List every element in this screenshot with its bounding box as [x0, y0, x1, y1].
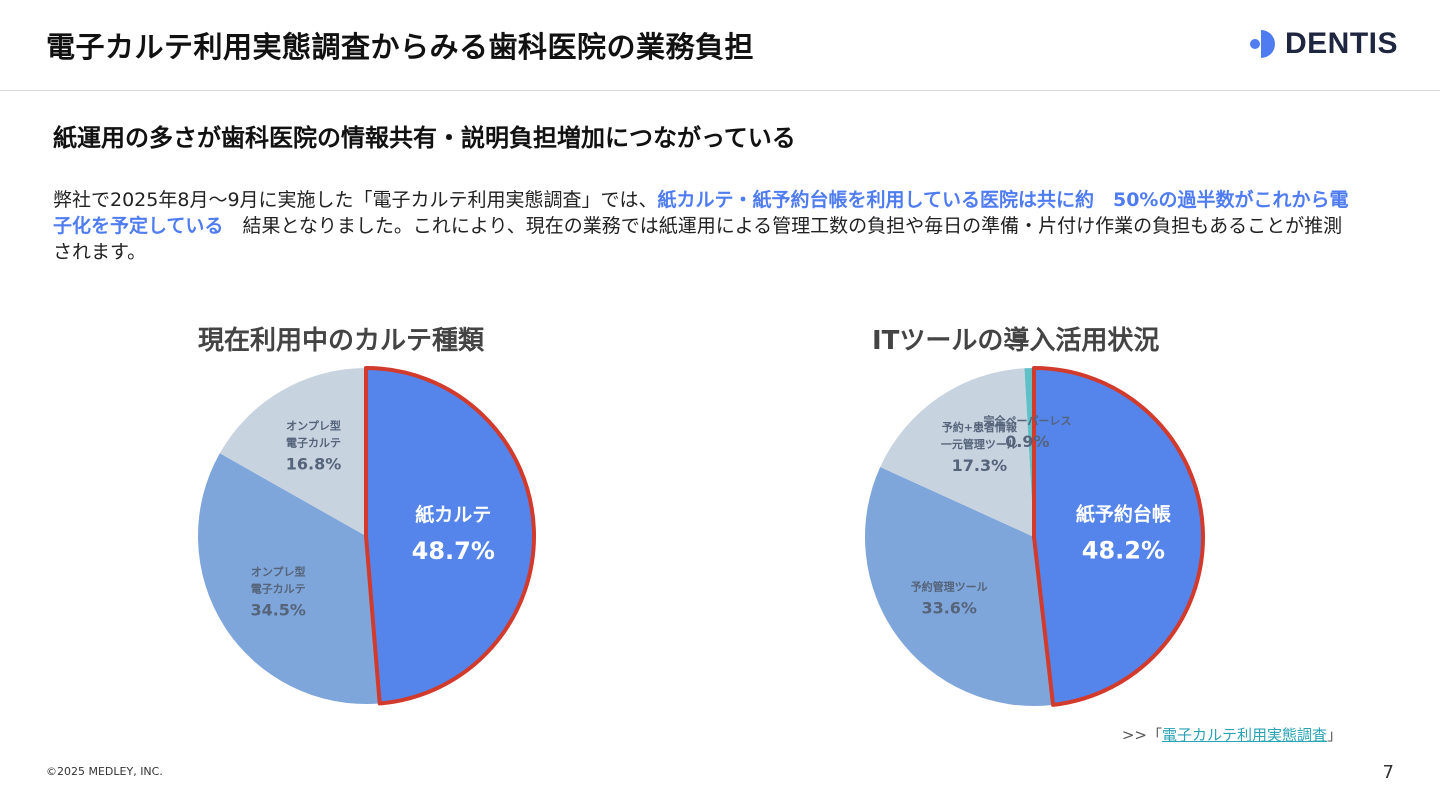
pie-slice	[864, 466, 1054, 706]
pie-slice	[1034, 368, 1203, 705]
slice-value-label: 34.5%	[250, 600, 306, 619]
pie-slice	[880, 368, 1034, 537]
slice-label: オンプレ型	[286, 419, 341, 433]
pie-slice	[1024, 368, 1034, 537]
pie-slice	[197, 453, 380, 705]
slice-label: 予約+患者情報	[942, 420, 1018, 434]
body-text-part2: 結果となりました。これにより、現在の業務では紙運用による管理工数の負担や毎日の準…	[53, 215, 1343, 263]
slice-label: オンプレ型	[251, 565, 306, 579]
slice-value-label: 48.2%	[1082, 537, 1165, 565]
survey-link[interactable]: 電子カルテ利用実態調査	[1161, 726, 1327, 744]
slice-label: 予約管理ツール	[911, 580, 988, 594]
slice-value-label: 0.9%	[1005, 432, 1049, 451]
dentis-logo-icon	[1249, 30, 1275, 58]
source-suffix: 」	[1326, 726, 1342, 744]
slice-value-label: 48.7%	[412, 537, 495, 565]
slice-value-label: 33.6%	[921, 598, 977, 617]
pie-slice	[219, 368, 366, 536]
slice-value-label: 17.3%	[952, 456, 1008, 475]
source-citation: >>「電子カルテ利用実態調査」	[1122, 724, 1342, 745]
body-highlight: 紙カルテ・紙予約台帳を利用している医院は共に約 50%の過半数がこれから電子化を…	[53, 189, 1349, 237]
body-paragraph: 弊社で2025年8月～9月に実施した「電子カルテ利用実態調査」では、紙カルテ・紙…	[53, 187, 1353, 265]
source-prefix: >>「	[1121, 726, 1162, 744]
chart-title-karte: 現在利用中のカルテ種類	[198, 326, 485, 356]
body-text-part1: 弊社で2025年8月～9月に実施した「電子カルテ利用実態調査」では、	[53, 189, 658, 211]
page-number: 7	[1382, 762, 1394, 783]
slice-label: 完全ペーパーレス	[983, 414, 1071, 428]
chart-title-it-tools: ITツールの導入活用状況	[872, 326, 1160, 356]
highlighted-slice-border	[1032, 366, 1205, 707]
copyright: ©2025 MEDLEY, INC.	[46, 765, 163, 778]
pie-slice	[366, 368, 535, 704]
slice-label: 電子カルテ	[251, 583, 306, 596]
highlighted-slice-border	[364, 366, 536, 706]
slice-label: 紙予約台帳	[1076, 503, 1171, 526]
slice-label: 紙カルテ	[415, 503, 491, 526]
slice-label: 電子カルテ	[286, 437, 341, 450]
slice-value-label: 16.8%	[286, 454, 342, 473]
logo-text: DENTIS	[1284, 27, 1398, 60]
page-title: 電子カルテ利用実態調査からみる歯科医院の業務負担	[46, 30, 755, 64]
section-subtitle: 紙運用の多さが歯科医院の情報共有・説明負担増加につながっている	[53, 124, 796, 152]
header: 電子カルテ利用実態調査からみる歯科医院の業務負担 DENTIS	[0, 0, 1440, 91]
slice-label: 一元管理ツール	[941, 437, 1018, 451]
logo: DENTIS	[1249, 27, 1398, 61]
